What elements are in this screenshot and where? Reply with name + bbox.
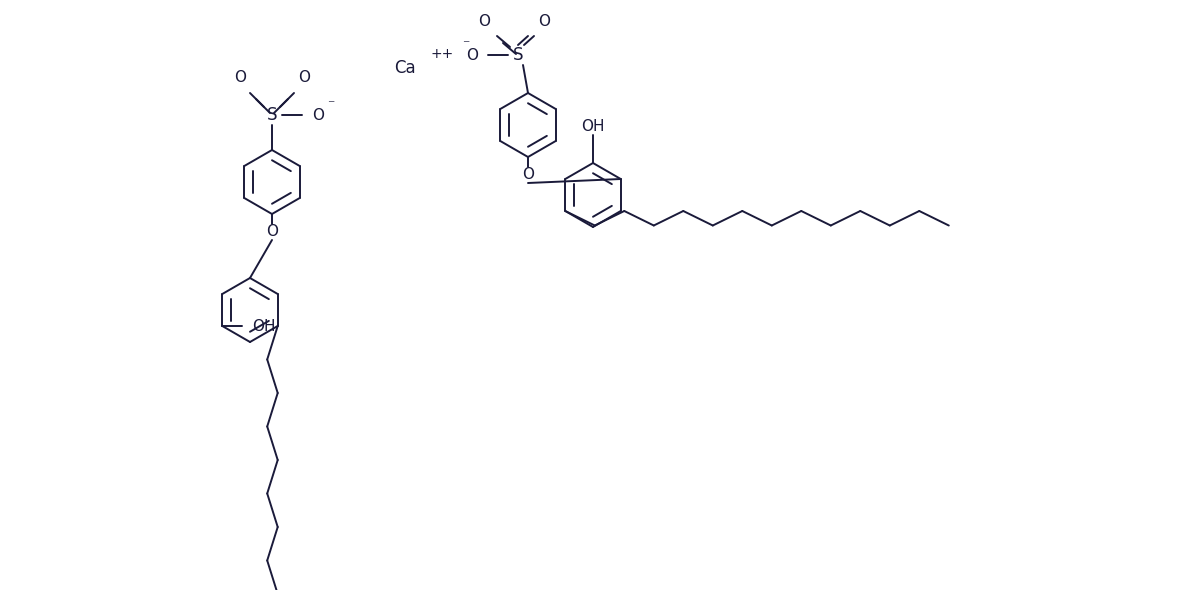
Text: Ca: Ca [394, 59, 416, 77]
Text: O: O [313, 107, 324, 123]
Text: ⁻: ⁻ [327, 98, 335, 112]
Text: O: O [478, 14, 490, 28]
Text: O: O [522, 168, 534, 182]
Text: OH: OH [252, 319, 276, 333]
Text: ⁻: ⁻ [462, 38, 470, 52]
Text: O: O [266, 225, 278, 240]
Text: OH: OH [581, 120, 605, 135]
Text: S: S [266, 106, 277, 124]
Text: O: O [538, 14, 551, 28]
Text: O: O [466, 48, 478, 63]
Text: ++: ++ [430, 47, 453, 61]
Text: S: S [513, 46, 523, 64]
Text: O: O [298, 70, 310, 84]
Text: O: O [234, 70, 246, 84]
